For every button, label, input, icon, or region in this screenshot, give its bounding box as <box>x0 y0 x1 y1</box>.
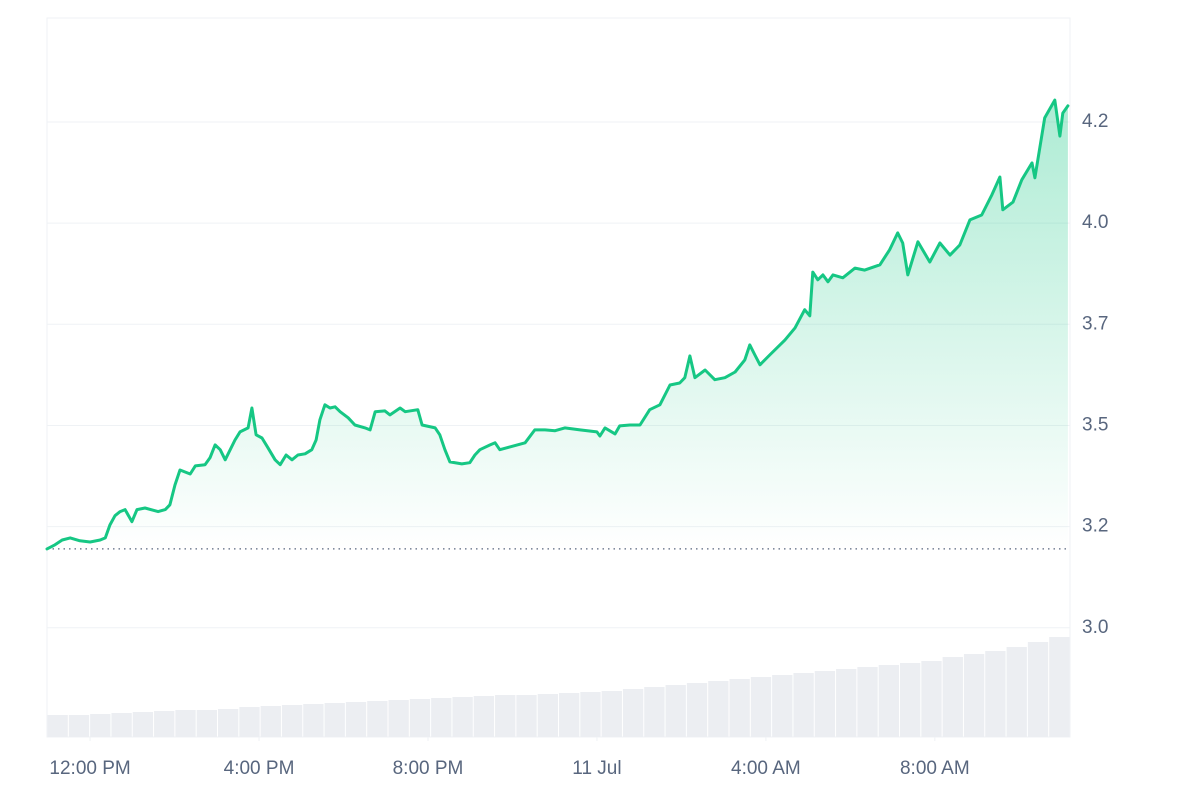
volume-bar <box>154 711 175 737</box>
volume-bar <box>537 694 558 737</box>
volume-bar <box>963 654 985 737</box>
volume-bar <box>1006 647 1027 737</box>
volume-bar <box>1027 642 1049 737</box>
volume-bar <box>281 705 303 737</box>
x-tick-label: 12:00 PM <box>49 758 130 779</box>
volume-bar <box>878 665 899 737</box>
volume-bar <box>1049 637 1070 737</box>
x-tick-label: 8:00 PM <box>393 758 464 779</box>
volume-bar <box>644 687 665 737</box>
volume-bar <box>111 713 132 737</box>
volume-bar <box>47 715 68 737</box>
volume-bar <box>729 679 750 737</box>
y-tick-label: 4.0 <box>1082 212 1108 233</box>
volume-bar <box>985 651 1006 737</box>
volume-bar <box>601 691 622 737</box>
y-tick-label: 3.7 <box>1082 313 1108 334</box>
volume-bar <box>665 685 686 737</box>
volume-bar <box>409 699 431 737</box>
volume-bar <box>260 706 281 737</box>
plot-frame <box>46 17 1071 738</box>
volume-bar <box>942 657 963 737</box>
x-tick-label: 11 Jul <box>572 758 621 779</box>
volume-bar <box>345 702 367 737</box>
volume-bar <box>495 695 516 737</box>
volume-bar <box>175 710 196 737</box>
volume-bar <box>388 700 409 737</box>
price-area <box>47 100 1068 549</box>
x-tick-label: 4:00 AM <box>731 758 801 779</box>
volume-bar <box>857 667 878 737</box>
volume-bar <box>708 681 729 737</box>
volume-bar <box>324 703 345 737</box>
volume-bar <box>921 661 942 737</box>
x-tick-label: 4:00 PM <box>224 758 295 779</box>
volume-bar <box>559 693 580 737</box>
volume-bar <box>452 697 473 737</box>
volume-bar <box>132 712 154 737</box>
volume-bar <box>303 704 324 737</box>
volume-bar <box>431 698 452 737</box>
x-tick-label: 8:00 AM <box>900 758 970 779</box>
volume-bar <box>836 669 857 737</box>
volume-bar <box>239 707 260 737</box>
volume-bar <box>90 714 111 737</box>
y-tick-label: 3.2 <box>1082 516 1108 537</box>
volume-bar <box>196 710 217 737</box>
volume-bar <box>686 683 708 737</box>
volume-bar <box>473 696 495 737</box>
y-tick-label: 4.2 <box>1082 111 1108 132</box>
volume-bar <box>516 695 537 737</box>
volume-bar <box>367 701 388 737</box>
volume-bar <box>580 692 601 737</box>
volume-bar <box>772 675 793 737</box>
volume-bar <box>814 671 836 737</box>
volume-bar <box>750 677 772 737</box>
volume-bar <box>622 689 644 737</box>
volume-bar <box>218 709 239 737</box>
y-tick-label: 3.5 <box>1082 414 1108 435</box>
y-tick-label: 3.0 <box>1082 617 1108 638</box>
volume-bar <box>900 663 921 737</box>
volume-bar <box>793 673 814 737</box>
volume-bar <box>68 715 90 737</box>
price-line <box>45 98 1070 551</box>
